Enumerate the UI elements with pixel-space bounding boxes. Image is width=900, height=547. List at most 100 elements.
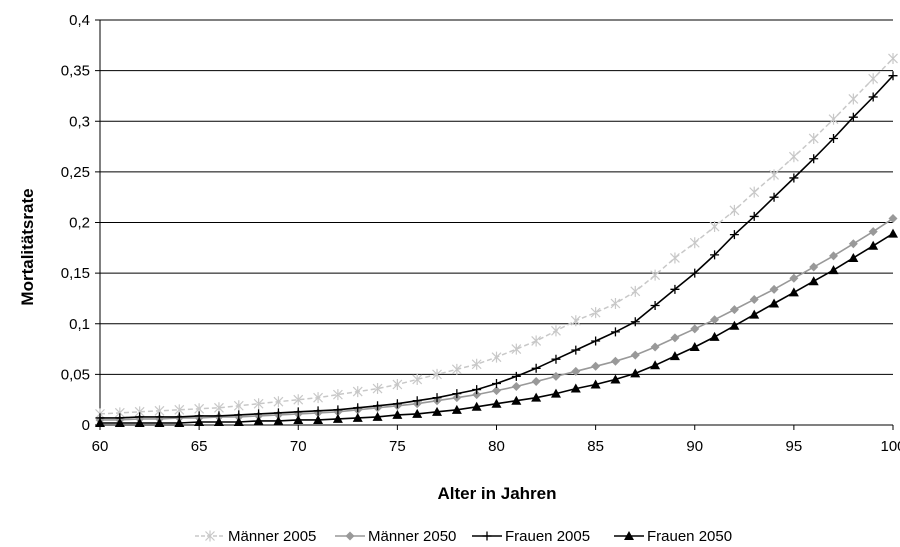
point-marker	[253, 415, 264, 425]
point-marker	[471, 401, 482, 411]
point-marker	[531, 335, 542, 347]
x-tick-label: 60	[92, 438, 109, 455]
point-marker	[888, 52, 898, 64]
point-marker	[828, 113, 839, 125]
point-marker	[670, 284, 680, 294]
point-marker	[471, 358, 482, 370]
point-marker	[670, 333, 680, 343]
point-marker	[650, 269, 661, 281]
x-tick-label: 90	[686, 438, 703, 455]
point-marker	[749, 309, 760, 319]
point-marker	[769, 298, 780, 308]
point-marker	[551, 325, 561, 337]
point-marker	[472, 385, 482, 395]
point-marker	[729, 305, 739, 315]
point-marker	[590, 379, 601, 389]
y-tick-label: 0	[82, 417, 90, 434]
point-marker	[333, 405, 343, 415]
point-marker	[808, 132, 819, 144]
point-marker	[630, 285, 641, 297]
point-marker	[332, 413, 343, 423]
legend-label: Frauen 2005	[505, 528, 590, 545]
point-marker	[591, 361, 601, 371]
point-marker	[313, 414, 324, 424]
point-marker	[571, 366, 581, 376]
series-frauen-2050	[95, 228, 898, 427]
series-frauen-2005	[95, 71, 898, 423]
point-marker	[868, 92, 878, 102]
point-marker	[134, 417, 145, 427]
point-marker	[888, 71, 898, 81]
point-marker	[610, 356, 620, 366]
point-marker	[95, 417, 105, 427]
point-marker	[630, 368, 641, 378]
y-tick-label: 0,15	[61, 265, 90, 282]
point-marker	[412, 408, 423, 418]
point-marker	[352, 412, 363, 422]
point-marker	[848, 252, 859, 262]
point-marker	[749, 186, 760, 198]
point-marker	[233, 400, 244, 412]
point-marker	[828, 265, 839, 275]
y-tick-label: 0,35	[61, 63, 90, 80]
point-marker	[689, 237, 700, 249]
y-tick-label: 0,25	[61, 164, 90, 181]
point-marker	[511, 371, 521, 381]
y-tick-label: 0,05	[61, 366, 90, 383]
y-tick-labels: 0 0,05 0,1 0,15 0,2 0,25 0,3 0,35 0,4	[61, 12, 90, 434]
point-marker	[808, 276, 819, 286]
point-marker	[650, 360, 661, 370]
point-marker	[412, 373, 423, 385]
point-marker	[392, 379, 403, 390]
legend-label: Frauen 2050	[647, 528, 732, 545]
point-marker	[273, 396, 284, 408]
legend-item: Männer 2005	[195, 528, 316, 545]
point-marker	[709, 331, 720, 341]
point-marker	[789, 273, 799, 283]
point-marker	[313, 392, 323, 404]
y-tick-label: 0,4	[69, 12, 90, 29]
point-marker	[591, 336, 601, 346]
point-marker	[482, 531, 492, 541]
point-marker	[729, 320, 740, 330]
point-marker	[114, 417, 125, 427]
point-marker	[829, 133, 839, 143]
point-marker	[788, 151, 799, 163]
legend-item: Frauen 2050	[614, 528, 732, 545]
point-marker	[205, 530, 215, 542]
point-marker	[769, 169, 779, 181]
point-marker	[551, 371, 561, 381]
x-tick-label: 95	[786, 438, 803, 455]
gridlines	[100, 19, 893, 375]
point-marker	[491, 351, 502, 363]
point-marker	[610, 327, 620, 337]
point-marker	[452, 389, 462, 399]
point-marker	[809, 262, 819, 272]
point-marker	[373, 401, 383, 411]
series-line	[100, 75, 894, 419]
point-marker	[729, 230, 739, 240]
point-marker	[531, 392, 542, 402]
point-marker	[788, 287, 799, 297]
legend-item: Männer 2050	[335, 528, 456, 545]
y-tick-label: 0,2	[69, 215, 90, 232]
point-marker	[690, 324, 700, 334]
point-marker	[571, 345, 581, 355]
point-marker	[749, 294, 759, 304]
point-marker	[749, 211, 759, 221]
point-marker	[154, 417, 165, 427]
point-marker	[710, 315, 720, 325]
point-marker	[451, 404, 462, 414]
point-marker	[372, 411, 383, 421]
legend-label: Männer 2005	[228, 528, 316, 545]
point-marker	[550, 388, 561, 398]
x-tick-label: 80	[488, 438, 505, 455]
y-axis-title: Mortalitätsrate	[18, 188, 37, 305]
point-marker	[670, 252, 680, 264]
point-marker	[809, 154, 819, 164]
axes	[95, 19, 894, 430]
point-marker	[610, 298, 621, 309]
point-marker	[650, 301, 660, 311]
point-marker	[590, 307, 601, 319]
